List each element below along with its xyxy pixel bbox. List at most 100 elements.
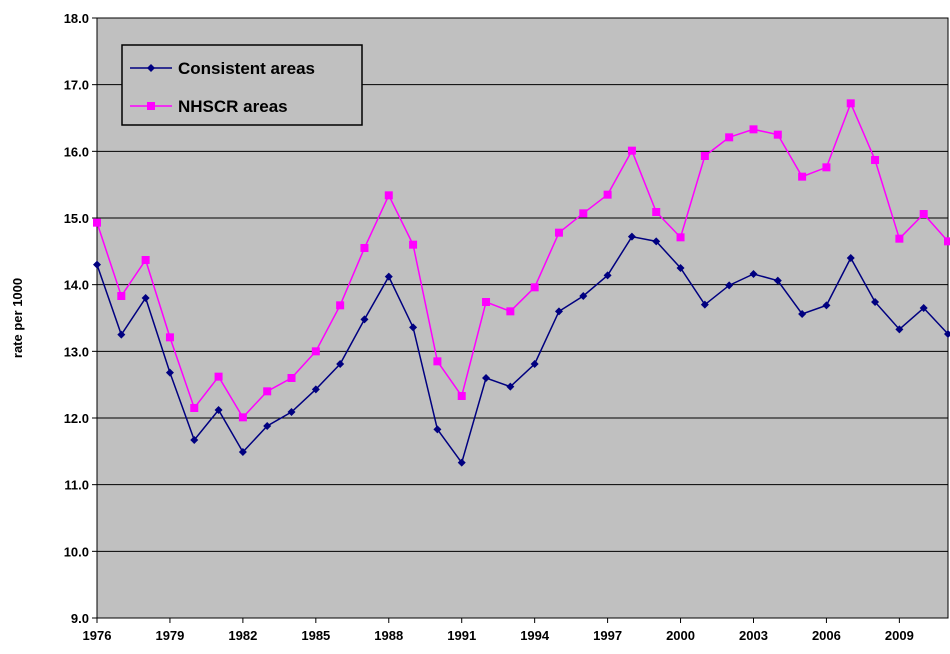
marker (263, 422, 272, 430)
marker (214, 406, 223, 414)
marker (749, 270, 758, 278)
marker (147, 102, 155, 110)
marker (409, 323, 418, 332)
y-tick-label: 18.0 (64, 11, 89, 26)
x-tick-label: 1985 (301, 628, 330, 643)
series-line (96, 235, 949, 465)
marker (141, 294, 150, 302)
marker (93, 218, 101, 227)
y-tick-label: 9.0 (71, 611, 89, 626)
legend-label: Consistent areas (178, 59, 315, 78)
x-tick-label: 1982 (228, 628, 257, 643)
x-tick-label: 2009 (885, 628, 914, 643)
y-tick-label: 17.0 (64, 78, 89, 93)
marker (336, 360, 345, 368)
marker (700, 300, 709, 309)
marker (287, 408, 296, 416)
y-axis-label: rate per 1000 (10, 278, 25, 358)
marker (846, 99, 855, 108)
x-tick-label: 2000 (666, 628, 695, 643)
marker (627, 146, 636, 155)
legend-label: NHSCR areas (178, 97, 288, 116)
marker (238, 413, 247, 422)
y-tick-label: 14.0 (64, 278, 89, 293)
marker (409, 240, 418, 249)
marker (457, 458, 466, 467)
marker (652, 208, 661, 216)
marker (749, 125, 758, 134)
marker (263, 387, 272, 396)
y-tick-label: 16.0 (64, 144, 89, 159)
marker (482, 298, 491, 306)
y-tick-label: 12.0 (64, 411, 89, 426)
x-tick-label: 2003 (739, 628, 768, 643)
marker (676, 264, 685, 272)
marker (773, 130, 782, 139)
x-tick-label: 1988 (374, 628, 403, 643)
marker (871, 298, 880, 306)
marker (725, 281, 734, 290)
marker (895, 325, 904, 334)
x-tick-label: 1979 (155, 628, 184, 643)
marker (190, 436, 199, 444)
marker (725, 133, 734, 142)
marker (384, 191, 393, 200)
marker (117, 330, 126, 339)
marker (944, 330, 950, 338)
marker (165, 333, 174, 342)
marker (579, 209, 588, 218)
marker (141, 256, 150, 264)
marker (822, 301, 831, 310)
marker (93, 260, 101, 269)
marker (433, 425, 442, 434)
series-line (96, 101, 949, 419)
legend-box (121, 44, 363, 126)
marker (895, 234, 904, 243)
marker (554, 228, 563, 237)
x-tick-label: 1976 (83, 628, 112, 643)
marker (773, 276, 782, 285)
marker (798, 172, 807, 181)
marker (311, 347, 320, 356)
x-tick-label: 2006 (812, 628, 841, 643)
marker (117, 292, 126, 300)
marker (336, 301, 345, 310)
marker (214, 372, 223, 381)
x-tick-label: 1997 (593, 628, 622, 643)
marker (700, 152, 709, 160)
marker (360, 244, 369, 252)
marker (944, 237, 950, 246)
x-tick-label: 1994 (520, 628, 550, 643)
marker (457, 392, 466, 400)
marker (652, 237, 661, 246)
marker (433, 357, 442, 366)
y-tick-label: 15.0 (64, 211, 89, 226)
marker (554, 307, 563, 316)
marker (238, 448, 247, 456)
marker (311, 385, 320, 394)
marker (603, 190, 612, 199)
y-tick-label: 13.0 (64, 344, 89, 359)
marker (676, 233, 685, 242)
marker (919, 304, 928, 312)
marker (506, 382, 515, 391)
marker (482, 374, 491, 382)
y-tick-label: 11.0 (64, 478, 89, 493)
marker (822, 163, 831, 172)
marker (287, 374, 296, 382)
marker (165, 368, 174, 377)
marker (871, 156, 880, 164)
marker (147, 64, 155, 72)
marker (530, 283, 539, 292)
marker (190, 404, 199, 412)
marker (846, 254, 855, 262)
marker (579, 292, 588, 300)
marker (919, 210, 928, 218)
marker (627, 232, 636, 241)
marker (603, 271, 612, 280)
y-tick-label: 10.0 (64, 544, 89, 559)
marker (384, 272, 393, 281)
plot-border (96, 17, 949, 619)
marker (360, 315, 369, 324)
